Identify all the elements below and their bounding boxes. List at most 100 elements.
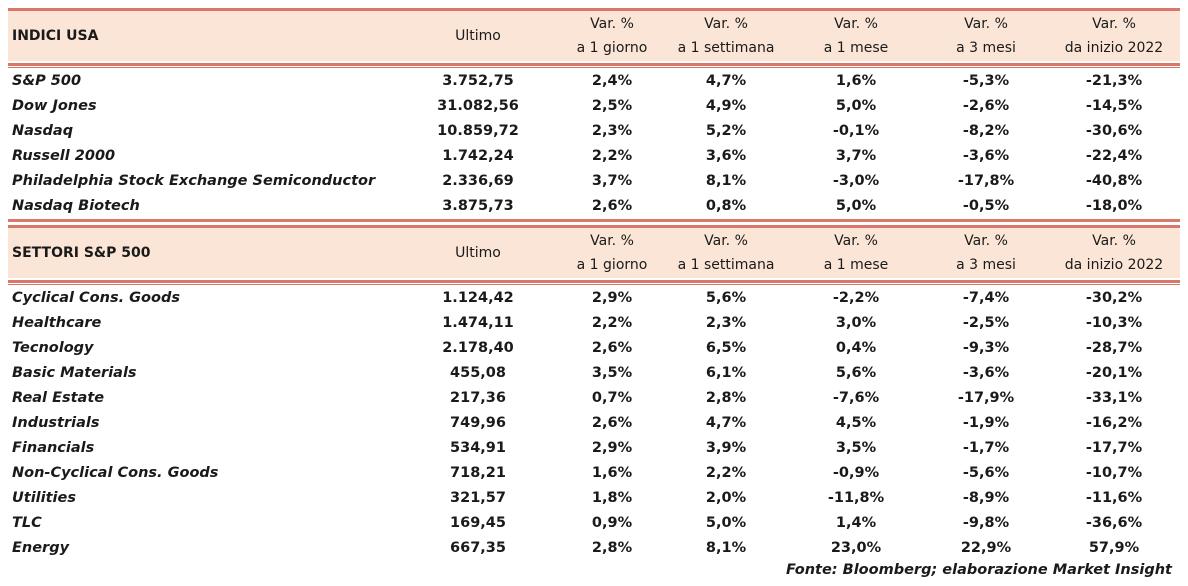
column-header: Var. % a 1 mese bbox=[776, 11, 936, 61]
column-header-line2: a 1 giorno bbox=[576, 257, 648, 273]
section-title: SETTORI S&P 500 bbox=[12, 245, 151, 261]
cell-value: 4,7% bbox=[705, 415, 747, 431]
row-name: Nasdaq Biotech bbox=[12, 198, 140, 214]
cell-value: 3.875,73 bbox=[442, 198, 514, 214]
table-row: Industrials 749,96 2,6% 4,7% 4,5% -1,9% -16,2% bbox=[8, 412, 1180, 437]
column-header-line1: Var. % bbox=[704, 16, 748, 32]
table-row: Russell 2000 1.742,24 2,2% 3,6% 3,7% -3,6% -22… bbox=[8, 145, 1180, 170]
cell-value: 455,08 bbox=[450, 365, 506, 381]
row-name: Russell 2000 bbox=[12, 148, 116, 164]
row-name: Dow Jones bbox=[12, 98, 97, 114]
column-header-line2: da inizio 2022 bbox=[1064, 40, 1164, 56]
cell-value: 2,4% bbox=[591, 73, 633, 89]
cell-value: 3,5% bbox=[591, 365, 633, 381]
column-header: Var. % a 3 mesi bbox=[906, 228, 1066, 278]
column-header-line2: a 3 mesi bbox=[956, 40, 1016, 56]
cell-value: 3,6% bbox=[705, 148, 747, 164]
cell-value: 1,6% bbox=[835, 73, 877, 89]
row-name: S&P 500 bbox=[12, 73, 82, 89]
cell-value: -0,1% bbox=[832, 123, 880, 139]
cell-value: -9,8% bbox=[962, 515, 1010, 531]
cell-value: 2.336,69 bbox=[442, 173, 514, 189]
cell-value: 5,0% bbox=[835, 98, 877, 114]
cell-value: 169,45 bbox=[450, 515, 506, 531]
row-name: Financials bbox=[12, 440, 95, 456]
column-header: Var. % da inizio 2022 bbox=[1034, 228, 1188, 278]
table-row: Philadelphia Stock Exchange Semiconducto… bbox=[8, 170, 1180, 195]
column-header-line1: Var. % bbox=[1092, 16, 1136, 32]
cell-value: 1.742,24 bbox=[442, 148, 514, 164]
cell-value: -1,7% bbox=[962, 440, 1010, 456]
cell-value: 2,2% bbox=[591, 315, 633, 331]
cell-value: 5,0% bbox=[835, 198, 877, 214]
cell-value: 5,0% bbox=[705, 515, 747, 531]
column-header: Var. % a 1 mese bbox=[776, 228, 936, 278]
column-header-line1: Ultimo bbox=[455, 28, 501, 44]
column-header-line2: da inizio 2022 bbox=[1064, 257, 1164, 273]
cell-value: 2,9% bbox=[591, 290, 633, 306]
cell-value: -8,2% bbox=[962, 123, 1010, 139]
table-row: Energy 667,35 2,8% 8,1% 23,0% 22,9% 57,9% bbox=[8, 537, 1180, 562]
table-row: Dow Jones 31.082,56 2,5% 4,9% 5,0% -2,6% -14,5… bbox=[8, 95, 1180, 120]
cell-value: 2,2% bbox=[705, 465, 747, 481]
table-row: Nasdaq Biotech 3.875,73 2,6% 0,8% 5,0% -0,5% -… bbox=[8, 195, 1180, 220]
cell-value: 321,57 bbox=[450, 490, 506, 506]
column-header-line1: Var. % bbox=[590, 233, 634, 249]
cell-value: -2,2% bbox=[832, 290, 880, 306]
row-name: Real Estate bbox=[12, 390, 105, 406]
cell-value: -10,7% bbox=[1085, 465, 1143, 481]
cell-value: 749,96 bbox=[450, 415, 506, 431]
table-row: Real Estate 217,36 0,7% 2,8% -7,6% -17,9% -33,… bbox=[8, 387, 1180, 412]
cell-value: -7,6% bbox=[832, 390, 880, 406]
cell-value: 23,0% bbox=[830, 540, 882, 556]
table-row: TLC 169,45 0,9% 5,0% 1,4% -9,8% -36,6% bbox=[8, 512, 1180, 537]
column-header-line1: Ultimo bbox=[455, 245, 501, 261]
cell-value: -33,1% bbox=[1085, 390, 1143, 406]
column-header-line2: a 1 giorno bbox=[576, 40, 648, 56]
column-header-line1: Var. % bbox=[834, 16, 878, 32]
cell-value: -2,6% bbox=[962, 98, 1010, 114]
cell-value: 3,0% bbox=[835, 315, 877, 331]
row-name: Cyclical Cons. Goods bbox=[12, 290, 180, 306]
cell-value: -11,8% bbox=[827, 490, 885, 506]
cell-value: -18,0% bbox=[1085, 198, 1143, 214]
cell-value: -9,3% bbox=[962, 340, 1010, 356]
table-header: SETTORI S&P 500 Ultimo Var. % a 1 giorno Var… bbox=[8, 225, 1180, 285]
table-row: S&P 500 3.752,75 2,4% 4,7% 1,6% -5,3% -21,3% bbox=[8, 70, 1180, 95]
cell-value: 5,6% bbox=[835, 365, 877, 381]
cell-value: 5,2% bbox=[705, 123, 747, 139]
cell-value: -17,7% bbox=[1085, 440, 1143, 456]
cell-value: -14,5% bbox=[1085, 98, 1143, 114]
cell-value: 6,5% bbox=[705, 340, 747, 356]
cell-value: 0,8% bbox=[705, 198, 747, 214]
cell-value: 4,9% bbox=[705, 98, 747, 114]
cell-value: 3,5% bbox=[835, 440, 877, 456]
cell-value: 8,1% bbox=[705, 540, 747, 556]
cell-value: 2,5% bbox=[591, 98, 633, 114]
cell-value: -17,9% bbox=[957, 390, 1015, 406]
cell-value: 31.082,56 bbox=[437, 98, 519, 114]
cell-value: 2,8% bbox=[705, 390, 747, 406]
cell-value: 1,8% bbox=[591, 490, 633, 506]
column-header-line2: a 3 mesi bbox=[956, 257, 1016, 273]
column-header-line1: Var. % bbox=[964, 233, 1008, 249]
row-name: Nasdaq bbox=[12, 123, 74, 139]
cell-value: -20,1% bbox=[1085, 365, 1143, 381]
cell-value: -5,3% bbox=[962, 73, 1010, 89]
column-header: Var. % a 1 giorno bbox=[532, 228, 692, 278]
row-name: Tecnology bbox=[12, 340, 94, 356]
section-table: SETTORI S&P 500 Ultimo Var. % a 1 giorno Var… bbox=[8, 225, 1180, 562]
cell-value: 4,7% bbox=[705, 73, 747, 89]
row-name: Industrials bbox=[12, 415, 100, 431]
column-header-line1: Var. % bbox=[964, 16, 1008, 32]
cell-value: -11,6% bbox=[1085, 490, 1143, 506]
table-row: Financials 534,91 2,9% 3,9% 3,5% -1,7% -17,7% bbox=[8, 437, 1180, 462]
table-row: Non-Cyclical Cons. Goods 718,21 1,6% 2,2% -0… bbox=[8, 462, 1180, 487]
row-name: Healthcare bbox=[12, 315, 102, 331]
row-name: TLC bbox=[12, 515, 42, 531]
row-name: Philadelphia Stock Exchange Semiconducto… bbox=[12, 173, 376, 189]
cell-value: 2,6% bbox=[591, 198, 633, 214]
cell-value: 718,21 bbox=[450, 465, 506, 481]
cell-value: 5,6% bbox=[705, 290, 747, 306]
cell-value: 0,9% bbox=[591, 515, 633, 531]
